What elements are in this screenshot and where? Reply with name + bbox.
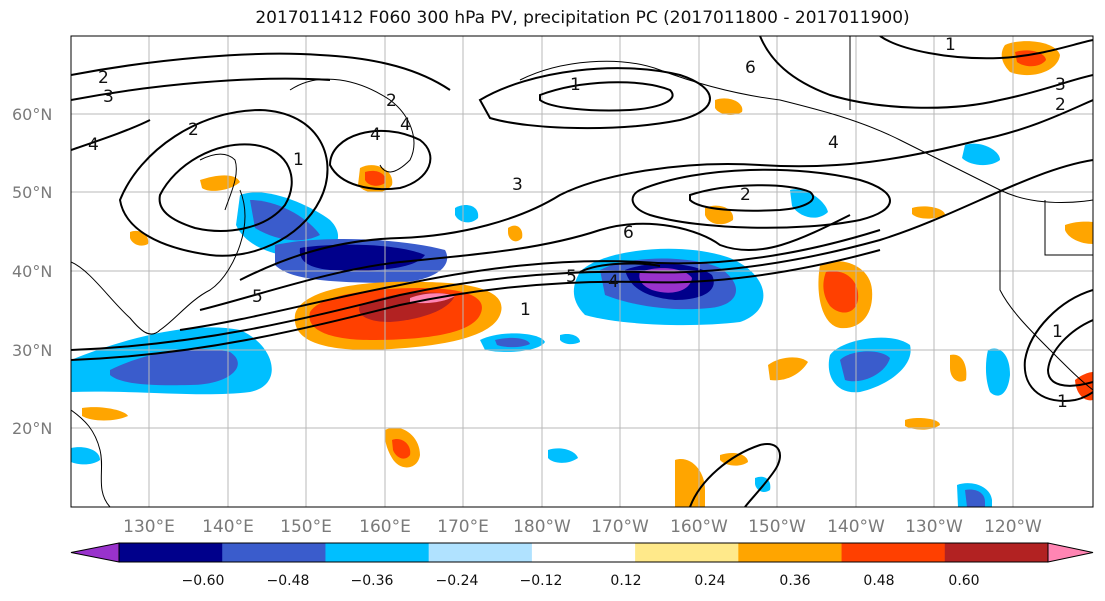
svg-text:3: 3 — [512, 175, 523, 195]
svg-text:5: 5 — [252, 287, 263, 307]
contour-labels: 2 3 4 2 4 1 2 4 3 1 6 1 4 2 6 5 4 5 1 1 … — [88, 35, 1068, 412]
svg-text:180°W: 180°W — [513, 517, 571, 537]
svg-text:0.48: 0.48 — [863, 573, 894, 589]
svg-text:30°N: 30°N — [12, 341, 52, 360]
svg-text:1: 1 — [293, 150, 304, 170]
svg-text:0.24: 0.24 — [694, 573, 725, 589]
colorbar-segment — [222, 543, 326, 562]
svg-text:2: 2 — [188, 120, 199, 140]
svg-text:3: 3 — [103, 87, 114, 107]
svg-text:4: 4 — [828, 133, 839, 153]
svg-text:20°N: 20°N — [12, 419, 52, 438]
colorbar-frame — [118, 542, 1049, 563]
svg-text:170°W: 170°W — [591, 517, 649, 537]
colorbar — [70, 542, 1094, 563]
svg-text:130°E: 130°E — [123, 517, 175, 537]
colorbar-extension-min — [70, 542, 120, 563]
latitude-labels: 60°N 50°N 40°N 30°N 20°N — [12, 105, 52, 438]
svg-text:1: 1 — [945, 35, 956, 55]
longitude-labels: 130°E 140°E 150°E 160°E 170°E 180°W 170°… — [123, 517, 1042, 537]
colorbar-segment — [738, 543, 843, 562]
svg-text:40°N: 40°N — [12, 262, 52, 281]
map-title: 2017011412 F060 300 hPa PV, precipitatio… — [255, 8, 910, 28]
svg-text:140°E: 140°E — [202, 517, 254, 537]
svg-text:3: 3 — [1055, 75, 1066, 95]
svg-text:4: 4 — [88, 135, 99, 155]
svg-text:−0.24: −0.24 — [436, 573, 479, 589]
svg-text:5: 5 — [566, 267, 577, 287]
svg-text:−0.60: −0.60 — [182, 573, 225, 589]
svg-text:2: 2 — [740, 185, 751, 205]
colorbar-extension-max — [1047, 542, 1094, 563]
map-frame — [70, 35, 1094, 508]
svg-text:120°W: 120°W — [984, 517, 1042, 537]
colorbar-segment — [428, 543, 533, 562]
svg-text:1: 1 — [1057, 392, 1068, 412]
svg-text:6: 6 — [623, 223, 634, 243]
svg-text:4: 4 — [608, 272, 619, 292]
svg-text:140°W: 140°W — [827, 517, 885, 537]
svg-text:4: 4 — [370, 125, 381, 145]
svg-text:0.12: 0.12 — [610, 573, 641, 589]
coastlines — [71, 36, 1093, 507]
svg-text:150°W: 150°W — [748, 517, 806, 537]
svg-text:2: 2 — [98, 68, 109, 88]
colorbar-segment — [841, 543, 946, 562]
pv-contours — [71, 36, 1093, 507]
svg-text:0.36: 0.36 — [779, 573, 810, 589]
colorbar-ticks: −0.60 −0.48 −0.36 −0.24 −0.12 0.12 0.24 … — [182, 573, 980, 589]
svg-text:2: 2 — [1055, 95, 1066, 115]
colorbar-segment — [325, 543, 430, 562]
svg-text:−0.12: −0.12 — [520, 573, 563, 589]
svg-text:6: 6 — [745, 58, 756, 78]
svg-text:4: 4 — [400, 115, 411, 135]
svg-text:60°N: 60°N — [12, 105, 52, 124]
colorbar-segment — [531, 543, 636, 562]
svg-text:−0.48: −0.48 — [267, 573, 310, 589]
svg-text:50°N: 50°N — [12, 183, 52, 202]
svg-text:0.60: 0.60 — [948, 573, 979, 589]
svg-text:170°E: 170°E — [437, 517, 489, 537]
svg-text:150°E: 150°E — [280, 517, 332, 537]
svg-text:1: 1 — [1052, 322, 1063, 342]
colorbar-segment — [944, 543, 1049, 562]
colorbar-segment — [119, 543, 223, 562]
svg-text:−0.36: −0.36 — [351, 573, 394, 589]
svg-text:1: 1 — [570, 75, 581, 95]
svg-text:160°W: 160°W — [670, 517, 728, 537]
svg-text:2: 2 — [386, 91, 397, 111]
colorbar-segment — [635, 543, 739, 562]
svg-text:130°W: 130°W — [905, 517, 963, 537]
svg-text:160°E: 160°E — [359, 517, 411, 537]
svg-text:1: 1 — [520, 300, 531, 320]
